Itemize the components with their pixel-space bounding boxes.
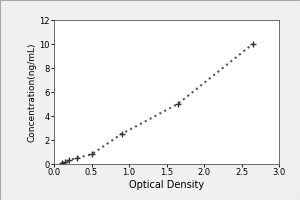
X-axis label: Optical Density: Optical Density	[129, 180, 204, 190]
Y-axis label: Concentration(ng/mL): Concentration(ng/mL)	[28, 42, 37, 142]
